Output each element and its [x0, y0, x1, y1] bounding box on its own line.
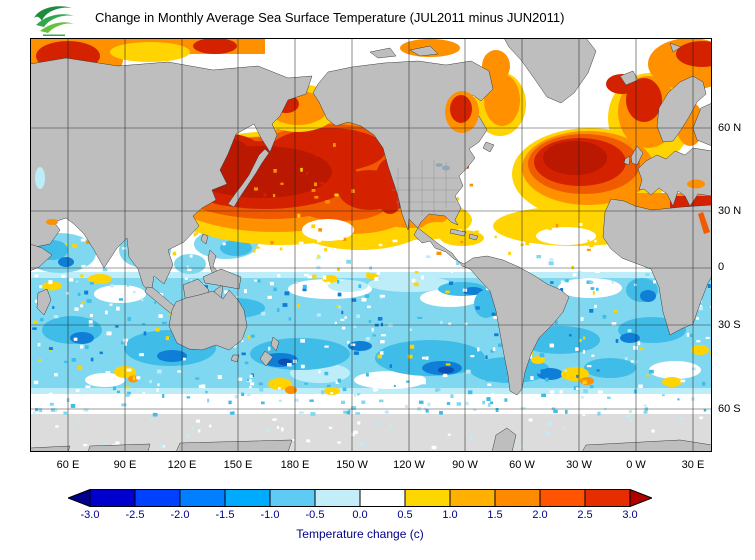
- logo-wave-1: [34, 6, 72, 21]
- land-tasmania: [230, 354, 240, 363]
- map-border: [30, 38, 712, 452]
- land-madagascar: [36, 288, 52, 316]
- land-nz-south: [259, 350, 274, 367]
- colorbar: [68, 489, 652, 507]
- logo-wave-3: [40, 22, 74, 33]
- colorbar-tick: -2.0: [170, 509, 190, 521]
- marginal-seas: [35, 91, 710, 234]
- land-cuba: [449, 228, 467, 237]
- land-africa-east-sliver: [30, 243, 53, 272]
- colorbar-tick: 0.5: [397, 509, 413, 521]
- lon-label-30e: 30 E: [681, 459, 705, 471]
- colorbar-tick: -1.5: [215, 509, 235, 521]
- lon-label-120e: 120 E: [167, 459, 197, 471]
- hudson-bay-core: [450, 95, 472, 123]
- colorbar-tick: -0.5: [305, 509, 325, 521]
- lon-label-150e: 150 E: [223, 459, 253, 471]
- lat-label-30n: 30 N: [718, 205, 742, 217]
- land-svalbard: [669, 42, 682, 53]
- colorbar-ticks: -3.0 -2.5 -2.0 -1.5 -1.0 -0.5 0.0 0.5 1.…: [68, 509, 653, 521]
- land-nz-north: [270, 336, 280, 352]
- land-australia: [168, 289, 248, 351]
- org-logo-icon: [34, 6, 74, 36]
- colorbar-tick: 2.0: [532, 509, 548, 521]
- colorbar-tick: 3.0: [622, 509, 638, 521]
- lon-label-90e: 90 E: [113, 459, 137, 471]
- colorbar-tick: -1.0: [260, 509, 280, 521]
- persian-gulf: [46, 219, 58, 225]
- land-greenland: [503, 38, 597, 104]
- caspian-sea: [35, 167, 45, 189]
- lat-label-60s: 60 S: [718, 403, 741, 415]
- world-sst-map: [30, 38, 712, 452]
- black-sea: [687, 179, 705, 189]
- land-baltic-east: [692, 102, 712, 147]
- lon-label-150w: 150 W: [336, 459, 368, 471]
- colorbar-tick: 0.0: [352, 509, 368, 521]
- lon-label-60e: 60 E: [56, 459, 80, 471]
- land-new-guinea: [202, 268, 242, 290]
- land-ireland: [623, 155, 631, 166]
- land-americas: [312, 60, 570, 396]
- great-lake-2: [435, 163, 443, 167]
- land-newfoundland: [482, 141, 495, 153]
- grid-lines: [30, 38, 712, 452]
- land-eurasia: [30, 57, 313, 295]
- lon-label-180: 180 E: [280, 459, 310, 471]
- red-sea: [698, 212, 710, 234]
- colorbar-tick: 2.5: [577, 509, 593, 521]
- land-hispaniola: [468, 233, 479, 241]
- chart-title: Change in Monthly Average Sea Surface Te…: [95, 10, 565, 25]
- us-state-lines: [392, 160, 460, 216]
- land-antarctica-1: [175, 439, 293, 452]
- colorbar-tick: -2.5: [125, 509, 145, 521]
- lat-label-60n: 60 N: [718, 122, 742, 134]
- lat-label-eq: 0: [718, 261, 725, 273]
- lon-label-90w: 90 W: [452, 459, 478, 471]
- colorbar-tick: -3.0: [80, 509, 100, 521]
- lon-label-30w: 30 W: [566, 459, 592, 471]
- lon-label-0: 0 W: [626, 459, 646, 471]
- colorbar-tick: 1.5: [487, 509, 503, 521]
- land-arctic-island-1: [409, 45, 439, 57]
- lon-label-120w: 120 W: [393, 459, 425, 471]
- land-scandinavia: [656, 75, 707, 143]
- lat-label-30s: 30 S: [718, 319, 741, 331]
- land-antarctic-peninsula: [491, 427, 517, 452]
- land-taiwan: [200, 233, 209, 245]
- great-lake-1: [442, 165, 450, 171]
- land-europe: [637, 147, 712, 207]
- land-iceland: [619, 70, 639, 86]
- land-antarctica-4: [87, 443, 151, 452]
- colorbar-tick: 1.0: [442, 509, 458, 521]
- land-antarctica-3: [30, 445, 71, 452]
- logo-text-mark: [43, 34, 65, 36]
- logo-wave-2: [36, 14, 74, 27]
- land-arctic-island-2: [369, 47, 397, 59]
- lon-label-60w: 60 W: [509, 459, 535, 471]
- land-africa: [602, 198, 712, 336]
- land-antarctica-2: [581, 439, 712, 452]
- colorbar-caption: Temperature change (c): [296, 527, 424, 541]
